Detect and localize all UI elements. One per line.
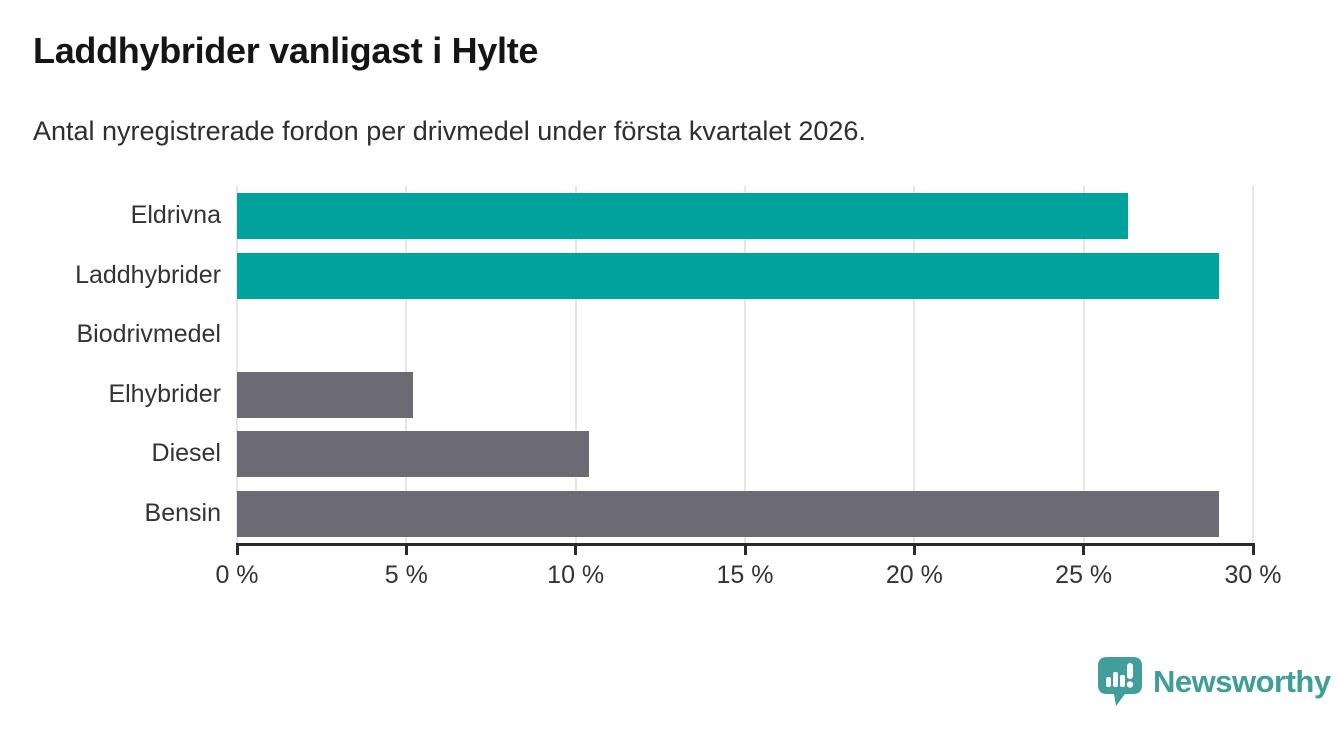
bar xyxy=(237,252,1220,299)
axis-tick-label: 25 % xyxy=(1055,561,1113,589)
category-label: Diesel xyxy=(151,439,221,468)
bar-chart: Eldrivna Laddhybrider Biodrivmedel Elhybrid… xyxy=(33,186,1281,599)
value-axis: 0 % 5 % 10 % 15 % 20 % 25 % 30 % xyxy=(215,543,1281,599)
newsworthy-logo-icon xyxy=(1098,657,1142,706)
axis-tick-label: 15 % xyxy=(716,561,774,589)
bar xyxy=(237,490,1220,537)
bar xyxy=(237,193,1128,239)
axis-tick xyxy=(743,543,747,555)
axis-tick-label: 30 % xyxy=(1224,561,1282,589)
axis-tick xyxy=(574,543,578,555)
brand-footer: Newsworthy xyxy=(1097,656,1331,707)
bar xyxy=(237,371,414,418)
category-label: Bensin xyxy=(144,498,221,527)
gridline xyxy=(236,186,238,543)
axis-tick-label: 20 % xyxy=(885,561,943,589)
chart-title: Laddhybrider vanligast i Hylte xyxy=(33,30,539,71)
axis-tick xyxy=(235,543,239,555)
axis-tick xyxy=(912,543,916,555)
bar xyxy=(237,431,590,477)
axis-tick xyxy=(404,543,408,555)
axis-tick-label: 5 % xyxy=(384,561,428,589)
gridline xyxy=(744,186,746,543)
gridline xyxy=(405,186,408,543)
gridline xyxy=(913,186,916,543)
axis-tick xyxy=(1251,543,1255,555)
axis-tick xyxy=(1082,543,1086,555)
gridline xyxy=(574,186,577,543)
brand-name: Newsworthy xyxy=(1153,663,1331,699)
axis-tick-label: 0 % xyxy=(215,561,259,589)
category-axis: Eldrivna Laddhybrider Biodrivmedel Elhybrid… xyxy=(33,186,237,543)
category-label: Biodrivmedel xyxy=(76,320,221,349)
plot-area xyxy=(236,186,1254,543)
category-label: Elhybrider xyxy=(108,379,221,408)
gridline xyxy=(1252,186,1254,543)
category-label: Laddhybrider xyxy=(75,260,221,289)
axis-tick-label: 10 % xyxy=(547,561,605,589)
category-label: Eldrivna xyxy=(130,201,221,230)
chart-subtitle: Antal nyregistrerade fordon per drivmede… xyxy=(33,116,866,146)
gridline xyxy=(1082,186,1085,543)
